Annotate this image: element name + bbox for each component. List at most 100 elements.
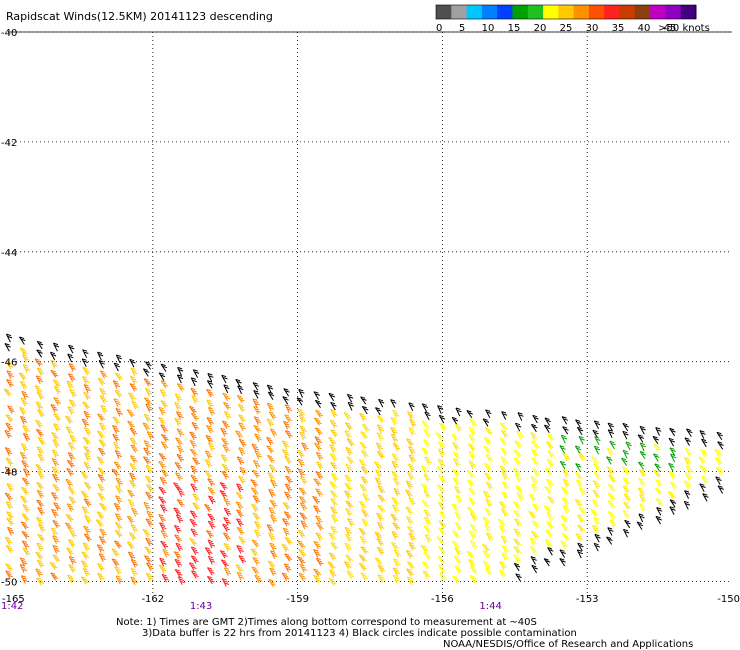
wind-barb xyxy=(406,568,414,577)
wind-barb xyxy=(112,425,120,434)
wind-barb xyxy=(330,490,338,499)
wind-barb xyxy=(607,429,614,439)
wind-barb xyxy=(299,425,308,434)
wind-barb xyxy=(374,557,383,566)
wind-barb xyxy=(83,498,92,507)
wind-barb xyxy=(145,537,153,547)
wind-barb xyxy=(393,478,401,487)
wind-barb xyxy=(639,451,647,460)
wind-barb xyxy=(51,458,60,467)
wind-barb xyxy=(129,427,138,436)
wind-barb xyxy=(83,482,92,491)
wind-barb xyxy=(574,471,583,481)
wind-barb xyxy=(83,410,91,420)
wind-barb xyxy=(81,358,88,367)
wind-barb xyxy=(501,545,510,554)
wind-barb xyxy=(515,573,522,582)
wind-barb xyxy=(499,465,508,475)
wind-barb xyxy=(282,518,290,527)
wind-barb xyxy=(373,461,382,470)
wind-barb xyxy=(146,510,154,520)
wind-barb xyxy=(126,515,135,524)
wind-barb xyxy=(437,405,444,414)
wind-barb xyxy=(250,487,259,496)
wind-barb xyxy=(437,448,446,458)
wind-barb xyxy=(97,467,106,476)
wind-barb xyxy=(53,413,62,422)
wind-barb xyxy=(313,574,322,584)
wind-barb xyxy=(35,551,44,560)
wind-barb xyxy=(266,454,275,464)
wind-barb xyxy=(313,391,320,400)
wind-barb xyxy=(22,364,31,373)
wind-barb xyxy=(513,449,522,458)
wind-barb xyxy=(391,504,400,514)
wind-barb xyxy=(254,450,262,460)
legend-label: 10 xyxy=(482,23,495,34)
wind-barb xyxy=(204,547,213,556)
wind-barb xyxy=(222,532,231,541)
wind-barb xyxy=(670,481,678,491)
wind-barb xyxy=(83,391,91,401)
wind-barb xyxy=(391,471,399,480)
wind-barb xyxy=(97,351,104,361)
wind-barb xyxy=(406,525,415,535)
wind-barb xyxy=(266,445,275,454)
wind-barb xyxy=(420,544,429,554)
wind-barb xyxy=(143,397,152,406)
wind-barb xyxy=(5,457,14,466)
wind-barb xyxy=(513,501,521,510)
wind-barb xyxy=(652,435,659,445)
wind-barb xyxy=(284,414,292,423)
wind-barb xyxy=(377,504,386,513)
wind-barb xyxy=(531,448,539,458)
wind-barb xyxy=(297,529,306,539)
wind-barb xyxy=(65,478,73,488)
wind-barb xyxy=(360,396,367,405)
wind-barb xyxy=(561,486,569,496)
wind-barb xyxy=(36,489,45,499)
wind-barb xyxy=(559,558,566,567)
wind-barb xyxy=(99,387,107,397)
wind-barb xyxy=(578,435,585,445)
wind-barb xyxy=(20,443,29,453)
wind-barb xyxy=(438,475,447,484)
wind-barb xyxy=(254,433,262,443)
wind-barb xyxy=(514,422,522,432)
wind-barb xyxy=(453,458,461,467)
wind-barb xyxy=(284,483,293,493)
wind-barb xyxy=(221,578,230,587)
wind-barb xyxy=(531,483,539,493)
wind-barb xyxy=(576,479,584,489)
wind-barb xyxy=(36,391,45,401)
wind-barb xyxy=(360,476,369,485)
wind-barb xyxy=(236,394,245,403)
wind-barb xyxy=(393,487,401,497)
legend-label: 45 xyxy=(664,23,677,34)
wind-barb xyxy=(577,514,585,524)
wind-barb xyxy=(452,442,460,451)
wind-barb xyxy=(606,466,615,476)
wind-barb xyxy=(99,370,108,379)
wind-barb xyxy=(391,460,399,470)
wind-barb xyxy=(4,343,11,352)
legend-swatch xyxy=(436,5,452,19)
legend-swatch xyxy=(497,5,513,19)
wind-barb xyxy=(239,466,247,476)
wind-barb xyxy=(115,354,123,364)
wind-barb xyxy=(561,532,570,541)
wind-barb xyxy=(51,466,60,476)
wind-barb xyxy=(361,405,369,415)
wind-barb xyxy=(574,445,582,454)
wind-barb xyxy=(160,434,169,443)
wind-barb xyxy=(469,575,478,584)
wind-barb xyxy=(18,336,26,345)
legend-swatch xyxy=(573,5,590,19)
wind-barb xyxy=(190,474,199,484)
wind-barb xyxy=(269,514,278,524)
wind-barb xyxy=(67,373,76,382)
wind-barb xyxy=(282,527,290,537)
wind-barb xyxy=(254,529,262,539)
wind-barb xyxy=(158,416,166,426)
wind-barb xyxy=(223,543,232,552)
